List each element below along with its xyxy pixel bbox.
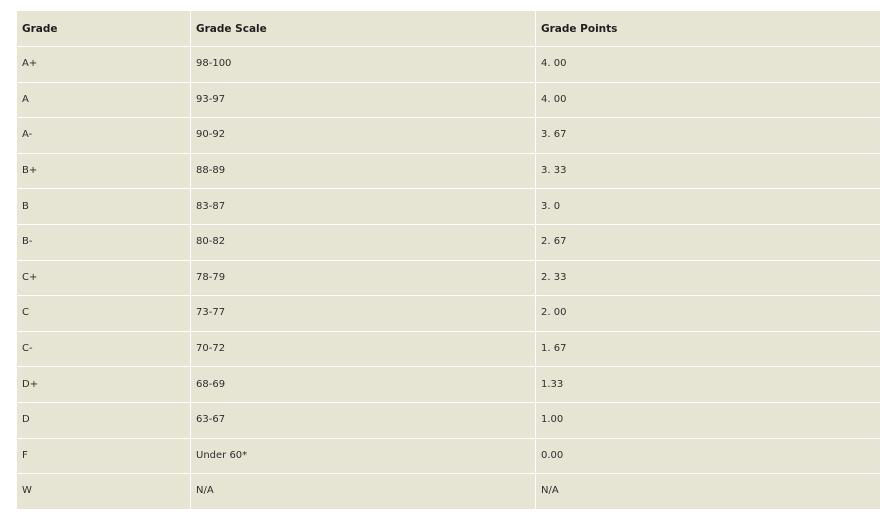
cell-grade-scale: 70-72 <box>190 330 536 368</box>
table-row: A- 90-92 3. 67 <box>16 117 881 154</box>
cell-grade-points: 1.33 <box>535 366 881 403</box>
cell-grade: D+ <box>16 366 191 403</box>
header-grade-scale: Grade Scale <box>190 10 536 47</box>
cell-grade: C- <box>16 330 191 368</box>
grade-table: Grade Grade Scale Grade Points A+ 98-100… <box>16 10 881 510</box>
cell-grade: F <box>16 437 191 475</box>
cell-grade-points: 4. 00 <box>535 81 881 119</box>
header-row: Grade Grade Scale Grade Points <box>16 10 881 47</box>
cell-grade-scale: 73-77 <box>190 295 536 332</box>
table-row: F Under 60* 0.00 <box>16 437 881 475</box>
cell-grade-scale: Under 60* <box>190 437 536 475</box>
cell-grade-points: 3. 67 <box>535 117 881 154</box>
cell-grade-scale: 90-92 <box>190 117 536 154</box>
cell-grade: A- <box>16 117 191 154</box>
table-row: B+ 88-89 3. 33 <box>16 152 881 190</box>
cell-grade: A+ <box>16 46 191 83</box>
cell-grade-scale: 68-69 <box>190 366 536 403</box>
cell-grade-scale: 98-100 <box>190 46 536 83</box>
table-row: C 73-77 2. 00 <box>16 295 881 332</box>
cell-grade: W <box>16 473 191 510</box>
cell-grade-points: 2. 33 <box>535 259 881 297</box>
header-grade-points: Grade Points <box>535 10 881 47</box>
grade-table-header: Grade Grade Scale Grade Points <box>16 10 881 47</box>
cell-grade-scale: 80-82 <box>190 223 536 261</box>
table-row: B- 80-82 2. 67 <box>16 223 881 261</box>
table-row: D+ 68-69 1.33 <box>16 366 881 403</box>
cell-grade: D <box>16 401 191 439</box>
cell-grade-scale: N/A <box>190 473 536 510</box>
cell-grade: A <box>16 81 191 119</box>
cell-grade: B <box>16 188 191 225</box>
cell-grade: B- <box>16 223 191 261</box>
table-row: W N/A N/A <box>16 473 881 510</box>
cell-grade-scale: 78-79 <box>190 259 536 297</box>
cell-grade: C+ <box>16 259 191 297</box>
cell-grade-points: 1. 67 <box>535 330 881 368</box>
cell-grade-points: 3. 0 <box>535 188 881 225</box>
cell-grade: C <box>16 295 191 332</box>
table-row: A 93-97 4. 00 <box>16 81 881 119</box>
cell-grade-points: N/A <box>535 473 881 510</box>
grade-table-container: Grade Grade Scale Grade Points A+ 98-100… <box>16 10 881 510</box>
table-row: C+ 78-79 2. 33 <box>16 259 881 297</box>
cell-grade-points: 4. 00 <box>535 46 881 83</box>
cell-grade-points: 2. 00 <box>535 295 881 332</box>
header-grade: Grade <box>16 10 191 47</box>
cell-grade: B+ <box>16 152 191 190</box>
cell-grade-points: 2. 67 <box>535 223 881 261</box>
cell-grade-points: 0.00 <box>535 437 881 475</box>
cell-grade-points: 3. 33 <box>535 152 881 190</box>
cell-grade-scale: 63-67 <box>190 401 536 439</box>
table-row: B 83-87 3. 0 <box>16 188 881 225</box>
cell-grade-scale: 93-97 <box>190 81 536 119</box>
grade-table-body: A+ 98-100 4. 00 A 93-97 4. 00 A- 90-92 3… <box>16 46 881 510</box>
cell-grade-scale: 83-87 <box>190 188 536 225</box>
table-row: A+ 98-100 4. 00 <box>16 46 881 83</box>
table-row: D 63-67 1.00 <box>16 401 881 439</box>
cell-grade-points: 1.00 <box>535 401 881 439</box>
cell-grade-scale: 88-89 <box>190 152 536 190</box>
table-row: C- 70-72 1. 67 <box>16 330 881 368</box>
